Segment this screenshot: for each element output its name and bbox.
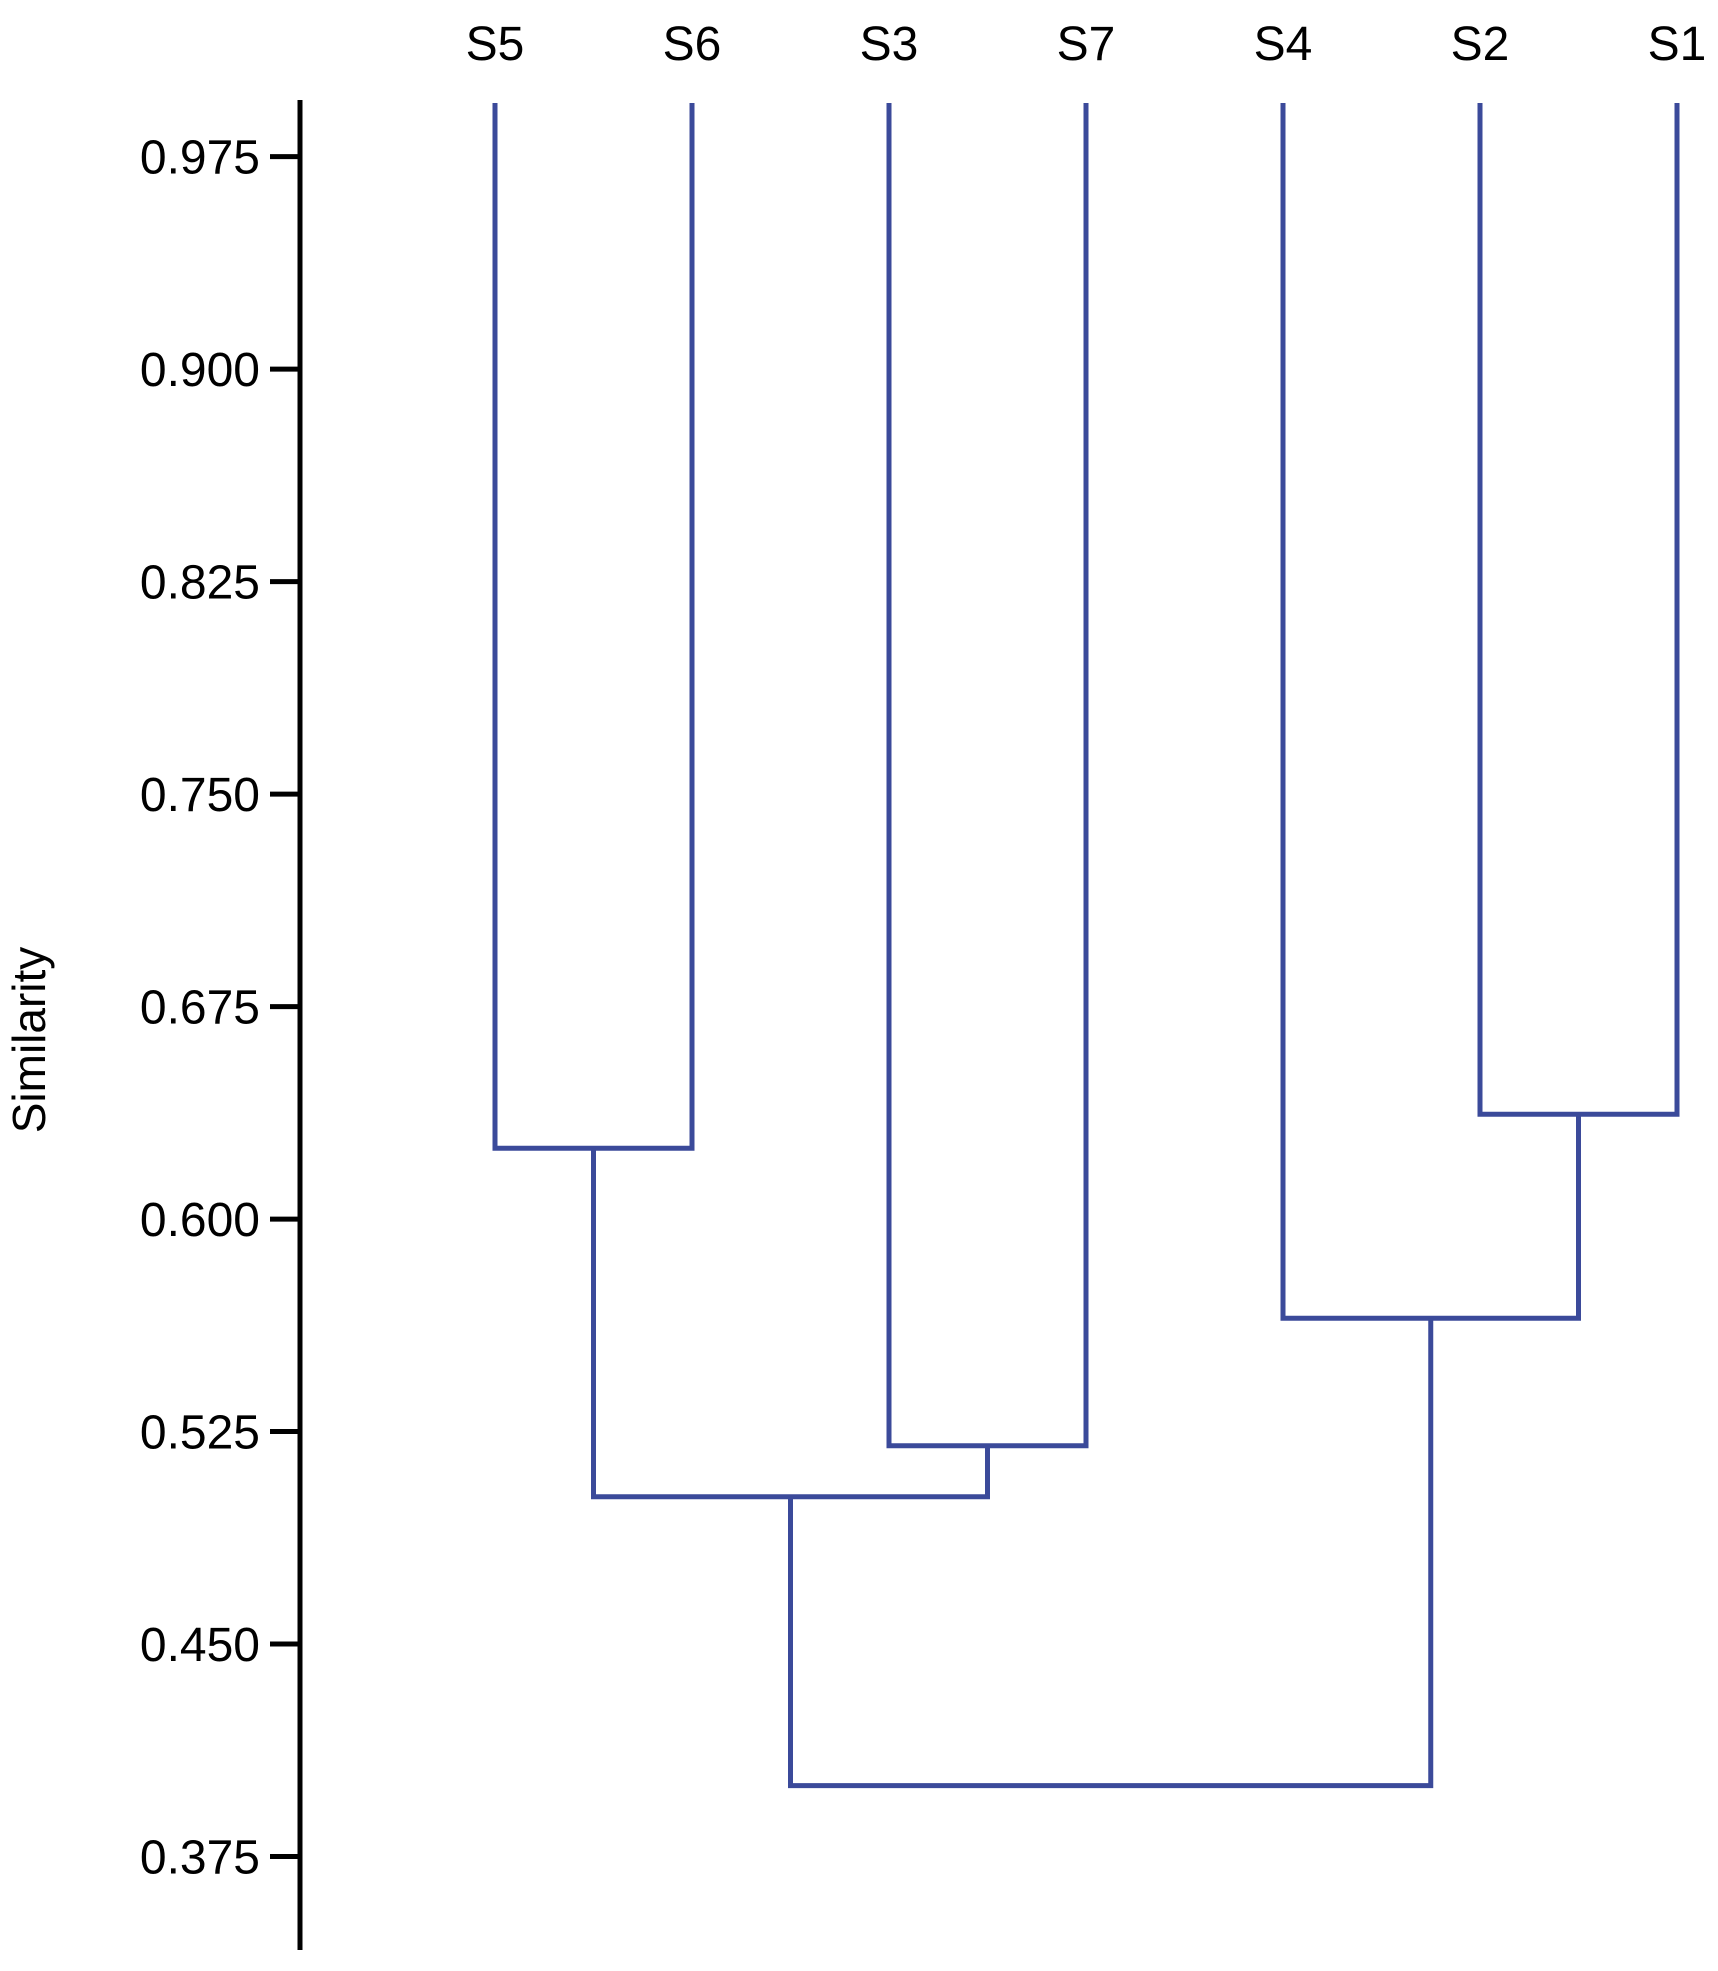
- y-tick-label: 0.900: [140, 344, 260, 397]
- leaf-label-s2: S2: [1451, 18, 1510, 71]
- leaf-label-s1: S1: [1648, 18, 1707, 71]
- dendrogram-branch-a: [492, 103, 695, 1151]
- y-tick-label: 0.750: [140, 769, 260, 822]
- leaf-labels: S5 S6 S3 S7 S4 S2 S1: [466, 18, 1707, 71]
- y-axis-title: Similarity: [3, 947, 55, 1134]
- y-tick-label: 0.975: [140, 132, 260, 185]
- y-tick-label: 0.375: [140, 1832, 260, 1885]
- dendrogram-branch-f: [788, 1318, 1434, 1789]
- leaf-label-s6: S6: [663, 18, 722, 71]
- leaf-label-s4: S4: [1254, 18, 1313, 71]
- dendrogram-branches: [492, 103, 1680, 1789]
- leaf-label-s5: S5: [466, 18, 525, 71]
- y-tick-label: 0.525: [140, 1407, 260, 1460]
- y-tick-label: 0.675: [140, 982, 260, 1035]
- y-tick-label: 0.600: [140, 1194, 260, 1247]
- y-axis: 0.975 0.900 0.825 0.750 0.675 0.600 0.525 0.450…: [140, 100, 303, 1950]
- dendrogram-branch-b: [886, 103, 1089, 1449]
- leaf-label-s7: S7: [1057, 18, 1116, 71]
- y-tick-label: 0.825: [140, 557, 260, 610]
- dendrogram-branch-e: [1280, 103, 1581, 1321]
- y-tick-label: 0.450: [140, 1619, 260, 1672]
- leaf-label-s3: S3: [860, 18, 919, 71]
- dendrogram-branch-c: [1477, 103, 1680, 1117]
